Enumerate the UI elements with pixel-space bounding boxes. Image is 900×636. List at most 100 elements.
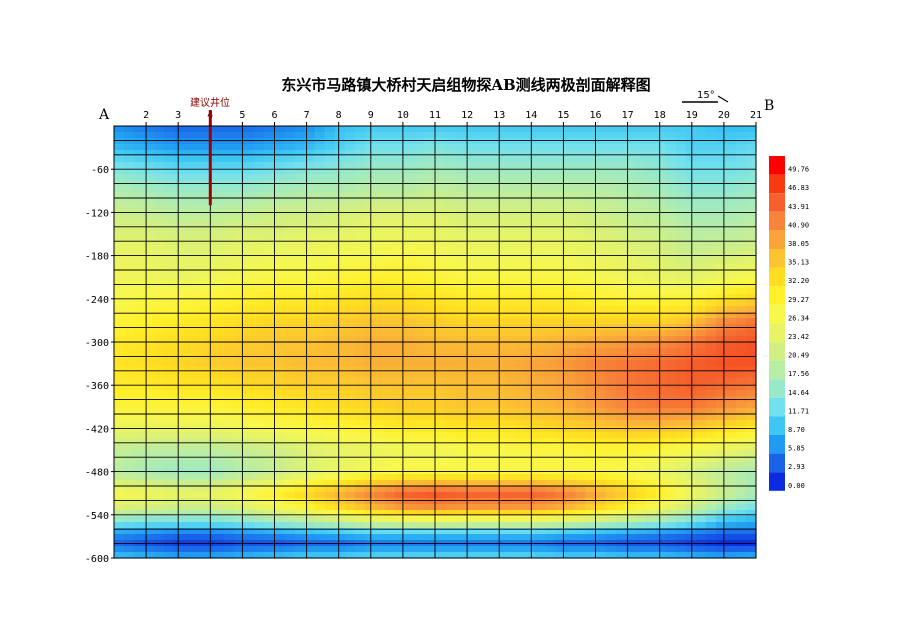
heatmap-cell: [685, 336, 697, 343]
heatmap-cell: [745, 492, 757, 499]
heatmap-cell: [364, 360, 376, 367]
heatmap-cell: [645, 156, 657, 163]
heatmap-cell: [204, 546, 215, 553]
heatmap-cell: [585, 300, 597, 307]
heatmap-cell: [184, 144, 195, 151]
heatmap-cell: [184, 390, 195, 397]
heatmap-cell: [665, 342, 677, 349]
heatmap-cell: [354, 282, 366, 289]
heatmap-cell: [695, 414, 707, 421]
heatmap-cell: [645, 138, 657, 145]
heatmap-cell: [254, 330, 266, 337]
heatmap-cell: [535, 552, 546, 559]
heatmap-cell: [525, 444, 536, 451]
heatmap-cell: [455, 282, 466, 289]
heatmap-cell: [374, 348, 386, 355]
heatmap-cell: [224, 240, 235, 247]
y-tick-label: -240: [85, 295, 109, 306]
heatmap-cell: [274, 516, 286, 523]
heatmap-cell: [404, 354, 416, 361]
heatmap-cell: [264, 384, 276, 391]
heatmap-cell: [214, 546, 225, 553]
heatmap-cell: [675, 234, 687, 241]
heatmap-cell: [324, 300, 336, 307]
heatmap-cell: [394, 222, 406, 229]
heatmap-cell: [154, 168, 165, 175]
heatmap-cell: [184, 402, 195, 409]
heatmap-cell: [184, 444, 195, 451]
heatmap-cell: [595, 288, 607, 295]
heatmap-cell: [154, 528, 165, 535]
heatmap-cell: [435, 204, 446, 211]
heatmap-cell: [294, 516, 306, 523]
heatmap-cell: [545, 390, 556, 397]
heatmap-cell: [595, 306, 607, 313]
heatmap-cell: [314, 276, 326, 283]
heatmap-cell: [655, 198, 667, 205]
heatmap-cell: [725, 342, 737, 349]
heatmap-cell: [254, 156, 266, 163]
heatmap-cell: [154, 408, 165, 415]
heatmap-cell: [615, 408, 627, 415]
heatmap-cell: [605, 480, 617, 487]
heatmap-cell: [685, 552, 697, 559]
heatmap-cell: [354, 546, 366, 553]
heatmap-cell: [244, 336, 256, 343]
heatmap-cell: [625, 360, 637, 367]
heatmap-cell: [645, 510, 657, 517]
heatmap-cell: [465, 162, 476, 169]
heatmap-cell: [214, 144, 225, 151]
heatmap-cell: [605, 234, 617, 241]
heatmap-cell: [455, 300, 466, 307]
heatmap-cell: [254, 546, 266, 553]
heatmap-cell: [655, 282, 667, 289]
heatmap-cell: [575, 156, 587, 163]
heatmap-cell: [685, 510, 697, 517]
heatmap-cell: [555, 336, 567, 343]
heatmap-cell: [725, 486, 737, 493]
heatmap-cell: [424, 498, 436, 505]
heatmap-cell: [625, 492, 637, 499]
heatmap-cell: [414, 150, 426, 157]
heatmap-cell: [164, 264, 175, 271]
heatmap-cell: [224, 528, 235, 535]
heatmap-cell: [164, 270, 175, 277]
heatmap-cell: [284, 282, 296, 289]
heatmap-cell: [685, 192, 697, 199]
heatmap-cell: [515, 462, 526, 469]
heatmap-cell: [154, 282, 165, 289]
heatmap-cell: [284, 270, 296, 277]
heatmap-cell: [204, 264, 215, 271]
heatmap-cell: [525, 318, 536, 325]
heatmap-cell: [174, 492, 185, 499]
heatmap-cell: [294, 450, 306, 457]
heatmap-cell: [294, 174, 306, 181]
heatmap-cell: [435, 174, 446, 181]
heatmap-cell: [495, 552, 506, 559]
heatmap-cell: [655, 378, 667, 385]
heatmap-cell: [364, 168, 376, 175]
heatmap-cell: [364, 162, 376, 169]
heatmap-cell: [134, 534, 145, 541]
heatmap-cell: [344, 372, 356, 379]
heatmap-cell: [174, 276, 185, 283]
heatmap-cell: [475, 348, 486, 355]
heatmap-cell: [354, 240, 366, 247]
heatmap-cell: [324, 186, 336, 193]
heatmap-cell: [675, 486, 687, 493]
heatmap-cell: [435, 150, 446, 157]
heatmap-cell: [735, 528, 747, 535]
heatmap-cell: [495, 444, 506, 451]
heatmap-cell: [615, 216, 627, 223]
heatmap-cell: [455, 294, 466, 301]
heatmap-cell: [455, 378, 466, 385]
heatmap-cell: [625, 408, 637, 415]
heatmap-cell: [374, 498, 386, 505]
heatmap-cell: [475, 342, 486, 349]
heatmap-cell: [745, 174, 757, 181]
heatmap-cell: [435, 402, 446, 409]
heatmap-cell: [264, 258, 276, 265]
heatmap-cell: [635, 174, 647, 181]
heatmap-cell: [535, 144, 546, 151]
heatmap-cell: [595, 552, 607, 559]
